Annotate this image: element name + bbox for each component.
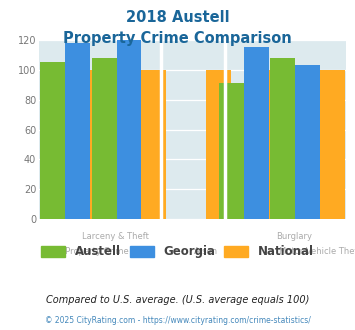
Bar <box>206 70 231 219</box>
Bar <box>270 57 295 219</box>
Text: Arson: Arson <box>194 248 218 256</box>
Text: All Property Crime: All Property Crime <box>52 248 129 256</box>
Text: Larceny & Theft: Larceny & Theft <box>82 232 149 241</box>
Text: Motor Vehicle Theft: Motor Vehicle Theft <box>279 248 355 256</box>
Text: Burglary: Burglary <box>276 232 312 241</box>
Legend: Austell, Georgia, National: Austell, Georgia, National <box>37 241 318 263</box>
Bar <box>116 40 141 219</box>
Bar <box>269 70 294 219</box>
Bar <box>219 83 244 219</box>
Bar <box>92 57 116 219</box>
Bar <box>40 62 65 219</box>
Bar <box>295 65 320 219</box>
Bar <box>141 70 166 219</box>
Bar <box>320 70 345 219</box>
Text: © 2025 CityRating.com - https://www.cityrating.com/crime-statistics/: © 2025 CityRating.com - https://www.city… <box>45 316 310 325</box>
Bar <box>90 70 115 219</box>
Bar <box>65 43 90 219</box>
Text: Property Crime Comparison: Property Crime Comparison <box>63 31 292 46</box>
Text: 2018 Austell: 2018 Austell <box>126 10 229 25</box>
Bar <box>244 47 269 219</box>
Text: Compared to U.S. average. (U.S. average equals 100): Compared to U.S. average. (U.S. average … <box>46 295 309 305</box>
